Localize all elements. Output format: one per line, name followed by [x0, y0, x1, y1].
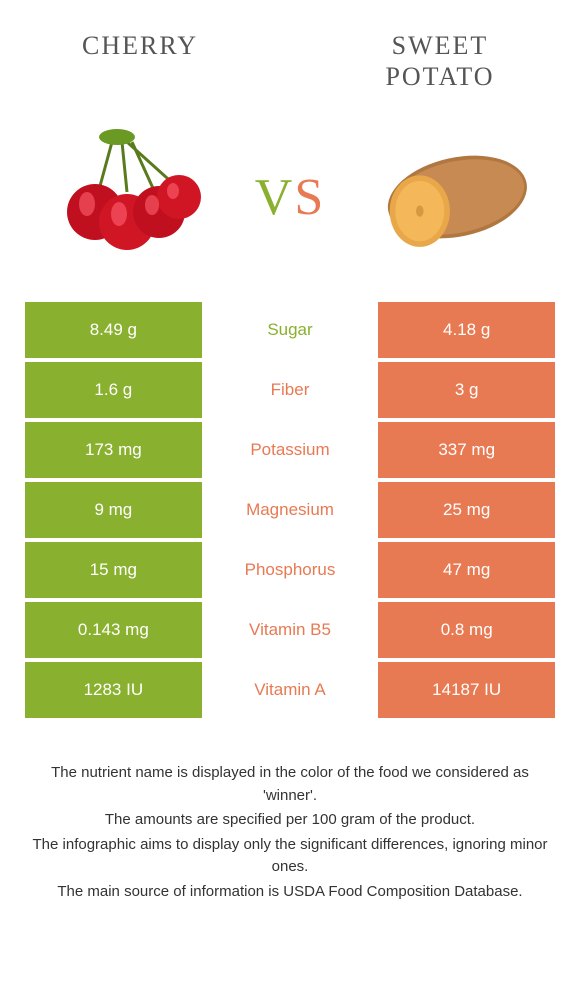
footer-line-3: The infographic aims to display only the…	[30, 834, 550, 879]
right-value: 14187 IU	[378, 662, 555, 718]
right-value: 3 g	[378, 362, 555, 418]
nutrient-table: 8.49 gSugar4.18 g1.6 gFiber3 g173 mgPota…	[0, 302, 580, 718]
nutrient-label: Potassium	[202, 422, 379, 478]
header: CHERRY SWEET POTATO	[0, 0, 580, 102]
left-value: 1283 IU	[25, 662, 202, 718]
footer-line-2: The amounts are specified per 100 gram o…	[30, 809, 550, 832]
right-value: 0.8 mg	[378, 602, 555, 658]
cherry-image	[52, 122, 212, 272]
right-value: 337 mg	[378, 422, 555, 478]
footer-line-1: The nutrient name is displayed in the co…	[30, 762, 550, 807]
left-value: 173 mg	[25, 422, 202, 478]
nutrient-row: 173 mgPotassium337 mg	[25, 422, 555, 478]
images-row: VS	[0, 102, 580, 302]
left-value: 0.143 mg	[25, 602, 202, 658]
left-value: 8.49 g	[25, 302, 202, 358]
nutrient-row: 1283 IUVitamin A14187 IU	[25, 662, 555, 718]
nutrient-label: Fiber	[202, 362, 379, 418]
vs-v: V	[255, 169, 295, 226]
nutrient-row: 0.143 mgVitamin B50.8 mg	[25, 602, 555, 658]
footer-line-4: The main source of information is USDA F…	[30, 881, 550, 904]
nutrient-label: Magnesium	[202, 482, 379, 538]
left-value: 1.6 g	[25, 362, 202, 418]
sweet-potato-image	[368, 122, 528, 272]
right-value: 4.18 g	[378, 302, 555, 358]
nutrient-label: Sugar	[202, 302, 379, 358]
nutrient-label: Vitamin A	[202, 662, 379, 718]
vs-label: VS	[255, 168, 325, 227]
right-value: 47 mg	[378, 542, 555, 598]
nutrient-row: 9 mgMagnesium25 mg	[25, 482, 555, 538]
nutrient-row: 8.49 gSugar4.18 g	[25, 302, 555, 358]
footer-notes: The nutrient name is displayed in the co…	[0, 722, 580, 903]
left-value: 9 mg	[25, 482, 202, 538]
left-value: 15 mg	[25, 542, 202, 598]
nutrient-label: Phosphorus	[202, 542, 379, 598]
nutrient-row: 15 mgPhosphorus47 mg	[25, 542, 555, 598]
left-food-title: CHERRY	[40, 30, 240, 92]
right-value: 25 mg	[378, 482, 555, 538]
nutrient-label: Vitamin B5	[202, 602, 379, 658]
right-food-title: SWEET POTATO	[340, 30, 540, 92]
vs-s: S	[294, 169, 325, 226]
nutrient-row: 1.6 gFiber3 g	[25, 362, 555, 418]
